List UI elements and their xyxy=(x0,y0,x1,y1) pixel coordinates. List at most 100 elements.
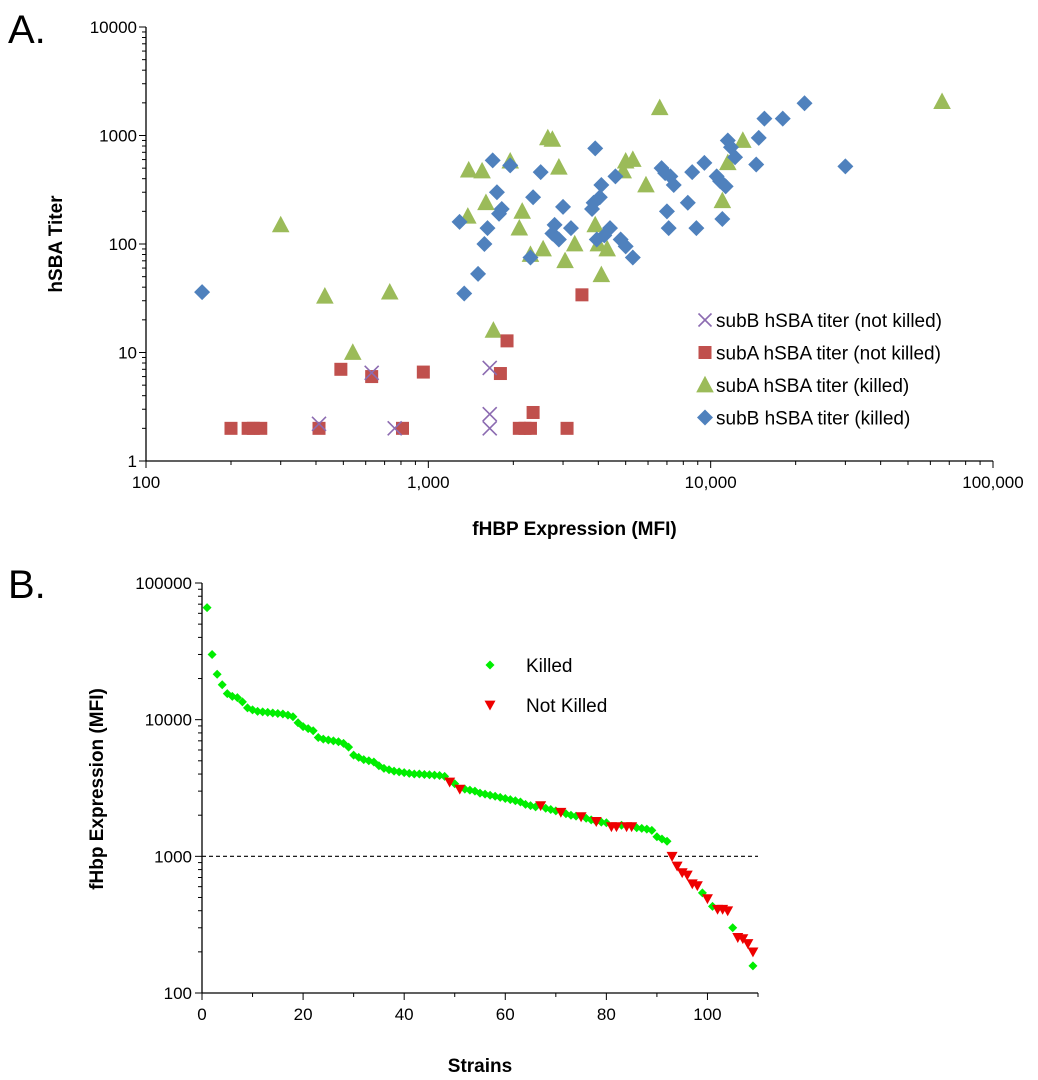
chart-a-point xyxy=(482,360,498,376)
chart-b-legend-label: Not Killed xyxy=(526,696,607,717)
chart-b-point xyxy=(666,851,678,862)
chart-b-x-tick-label: 0 xyxy=(197,1005,206,1024)
chart-a-series-1 xyxy=(224,288,589,435)
chart-a-point xyxy=(684,164,701,181)
chart-b-point xyxy=(742,939,754,950)
panel-a-letter: A. xyxy=(8,8,46,52)
chart-a-y-tick-label: 100 xyxy=(109,235,137,254)
chart-a-point xyxy=(717,178,734,195)
chart-b-point xyxy=(232,693,242,703)
panel-b-letter: B. xyxy=(8,563,46,607)
chart-b-point xyxy=(722,906,734,917)
chart-b-point xyxy=(253,706,263,716)
chart-a-point xyxy=(592,265,611,283)
chart-a-x-tick-label: 1,000 xyxy=(407,473,450,492)
chart-b-point xyxy=(217,680,227,690)
chart-a-point xyxy=(522,249,539,266)
chart-b-point xyxy=(268,708,278,718)
chart-a-legend-marker xyxy=(697,312,713,328)
chart-a-point xyxy=(365,370,379,384)
chart-b-point xyxy=(207,649,217,659)
chart-b-y-axis-label: fHbp Expression (MFI) xyxy=(87,688,108,890)
chart-a-point xyxy=(526,405,540,419)
chart-b-point xyxy=(419,769,429,779)
chart-a-point xyxy=(387,420,403,436)
chart-a-point xyxy=(510,218,529,236)
chart-a-point xyxy=(575,288,589,302)
chart-a-point xyxy=(395,421,409,435)
chart-a-point xyxy=(607,168,624,185)
chart-a: 100 1,000 10,000 100,000 1 10 100 1000 10000 fHBP… xyxy=(46,18,1024,540)
chart-b-point xyxy=(681,870,693,881)
chart-a-y-tick-label: 1000 xyxy=(99,127,137,146)
chart-b-point xyxy=(555,807,567,818)
chart-a-point xyxy=(796,95,813,112)
chart-a-point xyxy=(416,365,430,379)
chart-b-point xyxy=(647,825,657,835)
chart-b-series-0 xyxy=(202,603,758,971)
chart-a-point xyxy=(933,92,951,110)
chart-b-point xyxy=(691,881,703,892)
chart-a-point xyxy=(727,149,744,166)
chart-b-point xyxy=(590,817,602,827)
chart-b-point xyxy=(237,697,247,707)
chart-a-point xyxy=(477,193,495,211)
chart-b-x-tick-label: 20 xyxy=(294,1005,313,1024)
chart-a-point xyxy=(565,234,584,252)
chart-b-point xyxy=(258,707,268,717)
chart-a-point xyxy=(591,189,608,206)
chart-a-point xyxy=(679,194,696,211)
chart-b-point xyxy=(263,707,273,717)
chart-a-point xyxy=(660,220,677,237)
chart-a-point xyxy=(316,287,334,304)
chart-a-point xyxy=(624,249,641,266)
chart-a-point xyxy=(556,251,574,269)
chart-a-point xyxy=(484,152,501,169)
chart-a-x-tick-label: 100,000 xyxy=(962,473,1023,492)
chart-a-legend: subB hSBA titer (not killed) subA hSBA ti… xyxy=(696,311,942,430)
chart-b-point xyxy=(212,669,222,679)
chart-a-point xyxy=(254,421,268,435)
chart-a-x-axis-label: fHBP Expression (MFI) xyxy=(472,519,676,540)
chart-b-y-tick-label: 10000 xyxy=(145,711,192,730)
chart-a-point xyxy=(543,130,562,147)
chart-a-series-0 xyxy=(311,360,498,436)
chart-a-point xyxy=(617,238,634,255)
chart-a-legend-label: subA hSBA titer (killed) xyxy=(716,376,909,397)
chart-a-point xyxy=(756,110,773,127)
chart-b-y-tick-label: 100 xyxy=(164,984,192,1003)
chart-a-point xyxy=(224,421,238,435)
chart-a-point xyxy=(513,202,531,219)
chart-a-point xyxy=(602,220,619,237)
chart-a-y-tick-label: 1 xyxy=(128,452,137,471)
chart-a-point xyxy=(451,213,468,230)
chart-a-point xyxy=(688,220,705,237)
chart-b-legend-marker xyxy=(485,660,495,670)
chart-b-point xyxy=(414,769,424,779)
chart-a-x-tick-label: 100 xyxy=(132,473,160,492)
chart-a-point xyxy=(525,189,542,206)
chart-b-x-tick-label: 40 xyxy=(395,1005,414,1024)
chart-a-point xyxy=(482,406,498,422)
chart-b-legend-marker xyxy=(484,700,496,711)
chart-a-point xyxy=(658,203,675,220)
chart-a-legend-label: subA hSBA titer (not killed) xyxy=(716,344,941,365)
chart-b-y-tick-label: 1000 xyxy=(154,847,192,866)
chart-a-y-tick-label: 10000 xyxy=(90,18,137,37)
chart-a-series-3 xyxy=(194,95,854,302)
chart-b-point xyxy=(308,726,318,736)
chart-b-point xyxy=(662,836,672,846)
chart-a-point xyxy=(696,154,713,171)
chart-b-point xyxy=(535,801,547,812)
chart-a-point xyxy=(624,150,642,167)
chart-a-point xyxy=(484,321,503,338)
chart-b-x-tick-label: 100 xyxy=(693,1005,721,1024)
chart-b-point xyxy=(430,770,440,780)
chart-a-point xyxy=(470,265,487,282)
chart-a-point xyxy=(586,215,605,233)
chart-a-point xyxy=(476,236,493,252)
chart-a-point xyxy=(546,216,563,233)
chart-b-point xyxy=(626,822,638,833)
chart-a-point xyxy=(482,420,498,436)
